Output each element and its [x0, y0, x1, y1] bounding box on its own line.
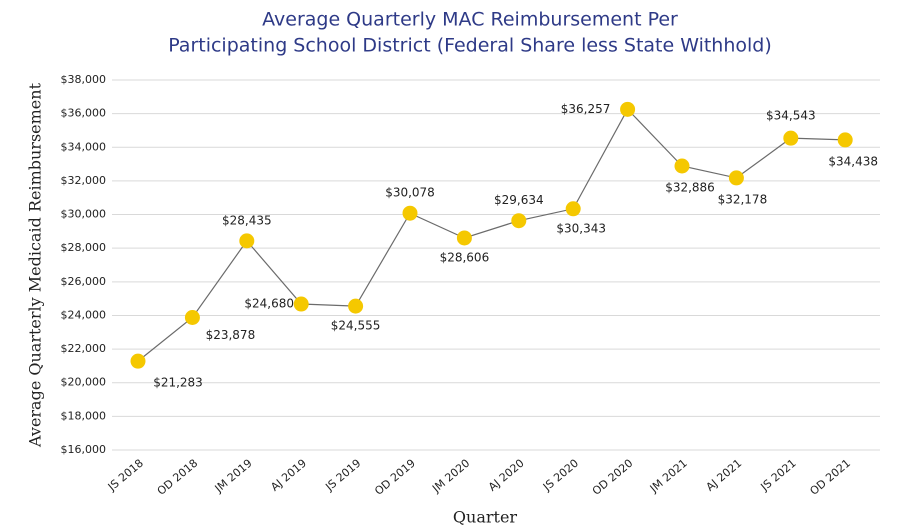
x-tick-label: OD 2019: [372, 457, 418, 498]
y-tick-label: $32,000: [61, 174, 107, 187]
point: [674, 158, 690, 174]
point: [511, 213, 527, 229]
point: [456, 230, 472, 246]
x-tick-label: JS 2019: [322, 457, 363, 494]
point: [837, 132, 853, 148]
data-label: $29,634: [494, 193, 544, 207]
y-tick-label: $22,000: [61, 342, 107, 355]
y-tick-label: $34,000: [61, 140, 107, 153]
x-tick-label: OD 2020: [590, 457, 636, 498]
point: [184, 310, 200, 326]
data-label: $23,878: [206, 328, 256, 342]
x-tick-label: JM 2020: [429, 457, 472, 496]
data-label: $34,543: [766, 109, 816, 123]
y-axis-title: Average Quarterly Medicaid Reimbursement: [26, 82, 45, 448]
point: [293, 296, 309, 312]
point: [348, 298, 364, 314]
data-label: $32,178: [718, 192, 768, 206]
x-tick-label: JS 2018: [105, 457, 146, 494]
data-label: $30,343: [556, 221, 606, 235]
y-tick-label: $38,000: [61, 73, 107, 86]
data-label: $28,435: [222, 213, 272, 227]
point: [620, 101, 636, 117]
y-tick-label: $20,000: [61, 376, 107, 389]
x-tick-label: JM 2021: [647, 457, 690, 496]
data-label: $34,438: [828, 154, 878, 168]
data-label: $24,680: [244, 297, 294, 311]
x-tick-label: AJ 2021: [704, 457, 745, 494]
data-label: $28,606: [440, 250, 490, 264]
chart-title: Participating School District (Federal S…: [168, 35, 772, 57]
y-tick-label: $26,000: [61, 275, 107, 288]
series-line: [137, 108, 846, 362]
data-label: $36,257: [561, 102, 611, 116]
data-label: $32,886: [665, 181, 715, 195]
data-label: $21,283: [153, 376, 203, 390]
x-tick-label: JS 2021: [758, 457, 799, 494]
y-tick-label: $24,000: [61, 308, 107, 321]
point: [783, 130, 799, 146]
data-label: $30,078: [385, 186, 435, 200]
y-tick-label: $36,000: [61, 107, 107, 120]
point: [239, 233, 255, 249]
x-tick-label: JS 2020: [540, 457, 581, 494]
point: [130, 353, 146, 369]
x-axis-title: Quarter: [453, 508, 518, 527]
x-tick-label: JM 2019: [212, 457, 255, 496]
x-tick-label: AJ 2020: [486, 457, 527, 494]
point: [728, 170, 744, 186]
y-tick-label: $16,000: [61, 443, 107, 456]
x-tick-label: AJ 2019: [268, 457, 309, 494]
y-tick-label: $30,000: [61, 208, 107, 221]
x-tick-label: OD 2018: [155, 457, 201, 498]
y-tick-label: $28,000: [61, 241, 107, 254]
point: [402, 205, 418, 221]
x-tick-label: OD 2021: [807, 457, 853, 498]
point: [565, 201, 581, 217]
y-tick-label: $18,000: [61, 409, 107, 422]
chart-title: Average Quarterly MAC Reimbursement Per: [262, 9, 678, 31]
data-label: $24,555: [331, 319, 381, 333]
